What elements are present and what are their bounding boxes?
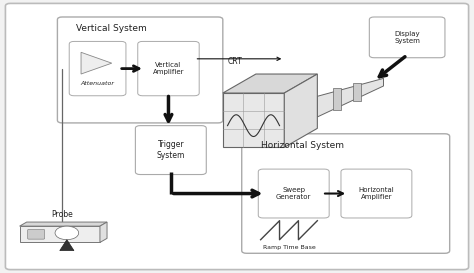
Polygon shape — [284, 74, 318, 147]
Text: Sweep
Generator: Sweep Generator — [276, 187, 311, 200]
FancyBboxPatch shape — [57, 17, 223, 123]
Polygon shape — [19, 222, 107, 226]
Text: Horizontal
Amplifier: Horizontal Amplifier — [358, 187, 394, 200]
Text: Attenuator: Attenuator — [81, 81, 115, 86]
FancyBboxPatch shape — [69, 41, 126, 96]
Polygon shape — [100, 222, 107, 242]
Text: Vertical
Amplifier: Vertical Amplifier — [153, 62, 184, 75]
Text: Ramp Time Base: Ramp Time Base — [263, 245, 315, 250]
Polygon shape — [19, 226, 100, 242]
FancyBboxPatch shape — [5, 3, 469, 270]
Circle shape — [63, 231, 71, 235]
Circle shape — [59, 229, 74, 237]
FancyBboxPatch shape — [242, 134, 450, 253]
FancyBboxPatch shape — [258, 169, 329, 218]
FancyBboxPatch shape — [341, 169, 412, 218]
Polygon shape — [333, 88, 341, 110]
Polygon shape — [353, 83, 361, 101]
Text: Display
System: Display System — [394, 31, 420, 44]
Polygon shape — [60, 240, 74, 251]
Text: CRT: CRT — [228, 57, 242, 66]
Polygon shape — [223, 93, 284, 147]
Text: Probe: Probe — [51, 210, 73, 219]
FancyBboxPatch shape — [369, 17, 445, 58]
Text: Trigger
System: Trigger System — [156, 140, 185, 160]
Text: Horizontal System: Horizontal System — [261, 141, 344, 150]
Polygon shape — [318, 78, 383, 117]
Circle shape — [55, 226, 79, 240]
FancyBboxPatch shape — [27, 229, 45, 239]
Polygon shape — [223, 74, 318, 93]
FancyBboxPatch shape — [136, 126, 206, 174]
Polygon shape — [81, 52, 112, 74]
Text: Vertical System: Vertical System — [76, 24, 147, 33]
FancyBboxPatch shape — [138, 41, 199, 96]
